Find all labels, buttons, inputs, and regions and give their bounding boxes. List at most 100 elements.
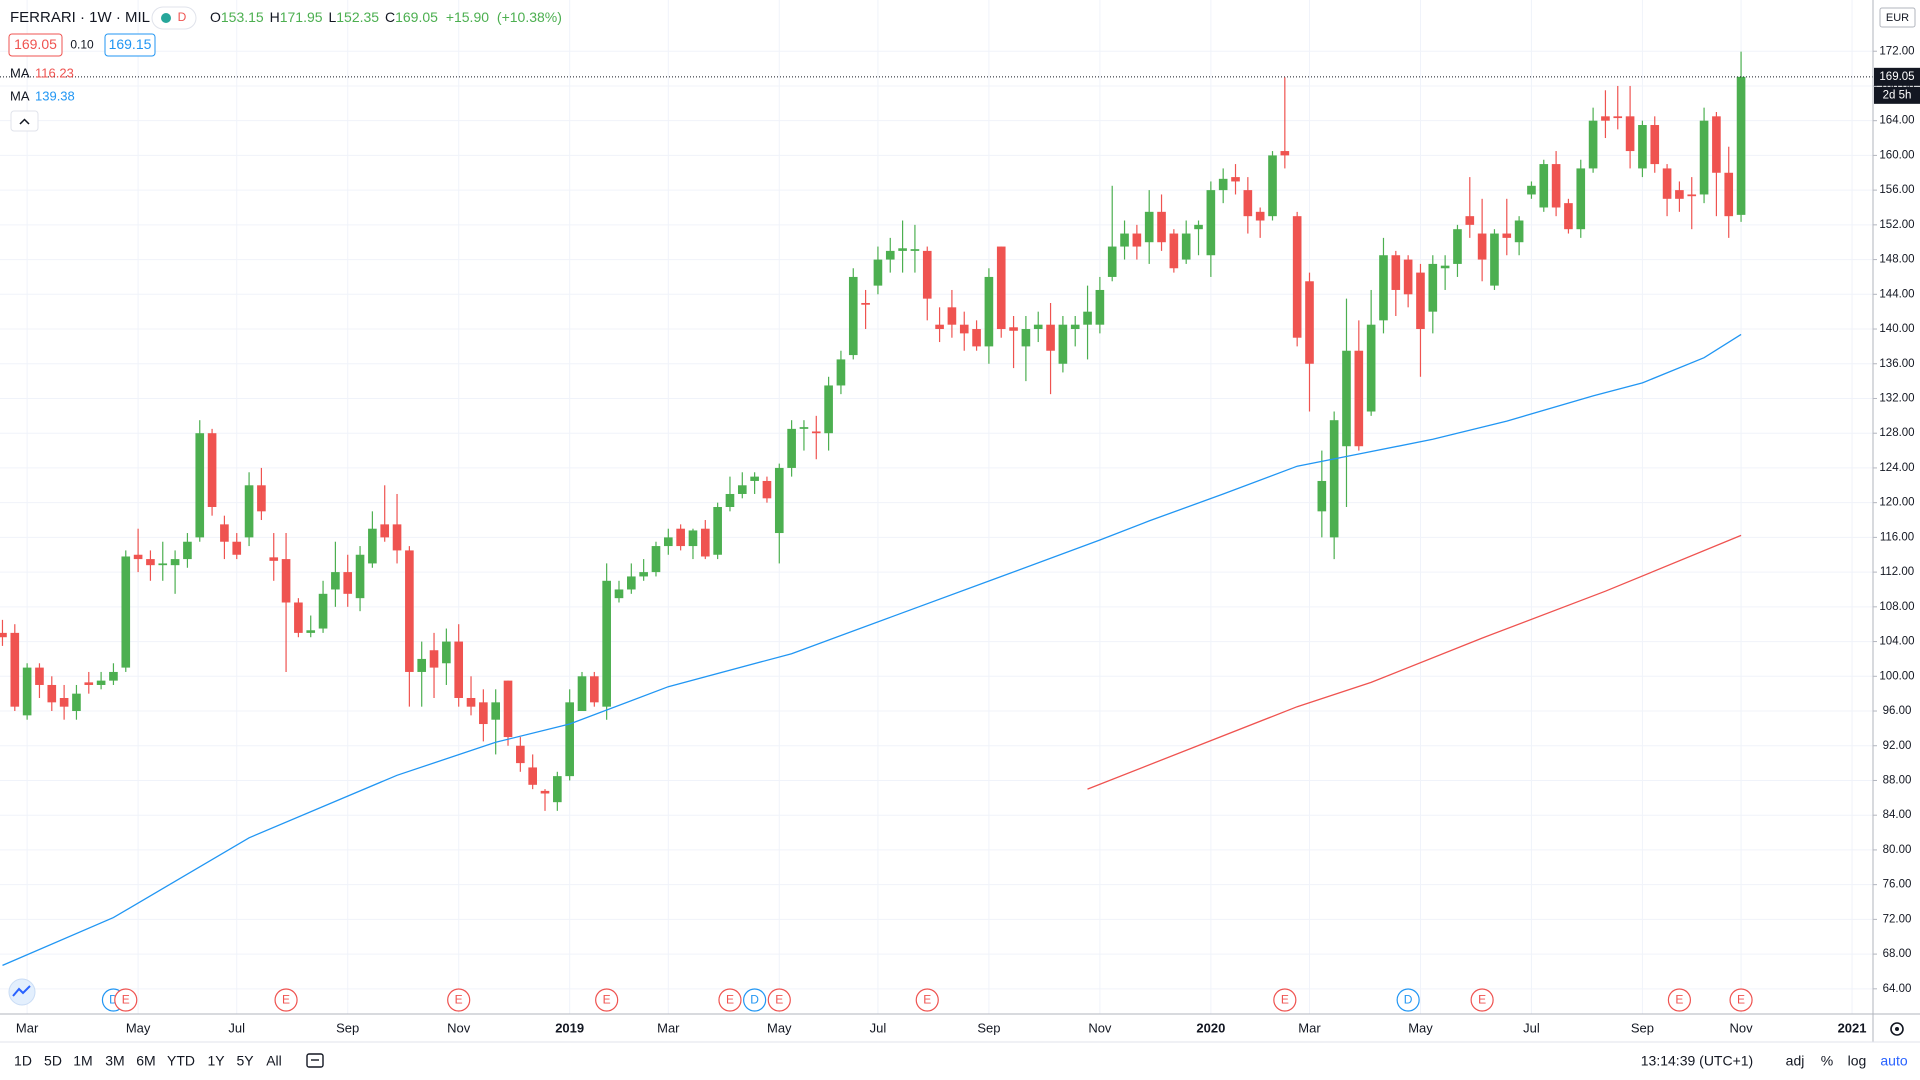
candle-body bbox=[762, 480, 772, 499]
range-button[interactable]: All bbox=[266, 1053, 282, 1069]
event-marker[interactable] bbox=[1273, 988, 1297, 1012]
candle-body bbox=[59, 697, 69, 707]
event-marker[interactable] bbox=[1667, 988, 1692, 1012]
event-label: E bbox=[282, 993, 290, 1007]
symbol-title[interactable]: FERRARI · 1W · MIL bbox=[10, 9, 150, 26]
candle-body bbox=[479, 702, 488, 725]
scale-option[interactable]: % bbox=[1821, 1053, 1833, 1069]
clock: 13:14:39 (UTC+1) bbox=[1641, 1053, 1753, 1069]
candle-body bbox=[787, 428, 796, 468]
candle-body bbox=[1243, 190, 1253, 217]
candle-body bbox=[1724, 172, 1734, 217]
y-tick-label: 156.00 bbox=[1879, 184, 1914, 196]
event-marker[interactable] bbox=[915, 988, 939, 1012]
collapse-button[interactable] bbox=[10, 110, 39, 132]
x-tick-label: May bbox=[126, 1020, 151, 1035]
event-marker[interactable] bbox=[447, 988, 471, 1012]
event-marker[interactable] bbox=[743, 988, 767, 1012]
candle-body bbox=[1440, 265, 1450, 269]
y-tick-label: 140.00 bbox=[1879, 323, 1914, 335]
candle-body bbox=[405, 550, 414, 672]
chevron-icon bbox=[19, 118, 30, 125]
scale-option[interactable]: auto bbox=[1880, 1053, 1907, 1069]
last-price-label: 169.05 bbox=[1879, 71, 1914, 83]
candle-body bbox=[885, 250, 895, 260]
candle-body bbox=[0, 632, 7, 638]
y-tick-label: 64.00 bbox=[1883, 983, 1912, 995]
y-tick-label: 132.00 bbox=[1879, 393, 1914, 405]
candle-body bbox=[294, 602, 303, 633]
candle-body bbox=[355, 554, 365, 599]
x-tick-label: Nov bbox=[1088, 1020, 1112, 1035]
event-marker[interactable] bbox=[1396, 988, 1420, 1012]
settings-icon[interactable] bbox=[1890, 1022, 1904, 1036]
range-button[interactable]: YTD bbox=[167, 1053, 195, 1069]
ohlc-label: C bbox=[385, 9, 395, 25]
y-tick-label: 128.00 bbox=[1879, 427, 1914, 439]
candle-body bbox=[72, 693, 81, 712]
candle-body bbox=[1009, 327, 1018, 331]
currency-box[interactable] bbox=[1879, 7, 1916, 28]
y-tick-label: 120.00 bbox=[1879, 497, 1914, 509]
range-button[interactable]: 6M bbox=[136, 1053, 155, 1069]
candle-body bbox=[10, 632, 20, 707]
event-marker[interactable] bbox=[718, 988, 742, 1012]
range-button[interactable]: 1Y bbox=[207, 1053, 225, 1069]
y-tick-label: 172.00 bbox=[1879, 45, 1914, 57]
y-tick-label: 112.00 bbox=[1880, 566, 1914, 578]
scale-option[interactable]: adj bbox=[1786, 1053, 1805, 1069]
candle-body bbox=[503, 680, 513, 738]
date-range-icon[interactable] bbox=[306, 1053, 324, 1068]
event-marker[interactable] bbox=[1470, 988, 1494, 1012]
candle-body bbox=[318, 593, 328, 629]
change-pct: (+10.38%) bbox=[497, 9, 562, 25]
candle-body bbox=[737, 485, 747, 494]
range-button[interactable]: 1D bbox=[14, 1053, 32, 1069]
event-marker[interactable] bbox=[114, 988, 138, 1012]
ma-legend-value: 139.38 bbox=[35, 88, 75, 103]
candle-body bbox=[1305, 281, 1314, 364]
candle-body bbox=[442, 641, 451, 664]
candle-body bbox=[244, 485, 254, 538]
x-tick-label: 2020 bbox=[1196, 1020, 1225, 1035]
candle-body bbox=[1403, 259, 1413, 295]
candle-body bbox=[528, 767, 537, 785]
event-marker[interactable] bbox=[1729, 988, 1753, 1012]
candle-body bbox=[540, 790, 550, 794]
ask-box[interactable] bbox=[104, 33, 156, 57]
ohlc-label: L bbox=[328, 9, 336, 25]
y-tick-label: 148.00 bbox=[1879, 254, 1914, 266]
candle-body bbox=[195, 433, 205, 538]
candle-body bbox=[1021, 329, 1031, 347]
event-marker[interactable] bbox=[767, 988, 791, 1012]
candle-body bbox=[910, 249, 920, 251]
bid-box[interactable] bbox=[8, 33, 63, 57]
candle-body bbox=[1527, 185, 1536, 195]
candle-body bbox=[848, 276, 858, 356]
candle-body bbox=[257, 485, 266, 512]
event-label: E bbox=[923, 993, 931, 1007]
range-button[interactable]: 1M bbox=[73, 1053, 92, 1069]
candle-body bbox=[602, 580, 611, 707]
candle-body bbox=[1132, 233, 1142, 247]
event-marker[interactable] bbox=[274, 988, 298, 1012]
candle-body bbox=[1662, 168, 1672, 199]
candle-body bbox=[306, 630, 316, 633]
candle-body bbox=[158, 563, 168, 566]
event-label: E bbox=[1478, 993, 1486, 1007]
candle-body bbox=[1613, 116, 1623, 119]
scale-option[interactable]: log bbox=[1848, 1053, 1867, 1069]
range-button[interactable]: 5D bbox=[44, 1053, 62, 1069]
candle-body bbox=[1564, 203, 1573, 230]
candle-body bbox=[454, 641, 464, 698]
event-label: E bbox=[603, 993, 611, 1007]
event-marker[interactable] bbox=[595, 988, 619, 1012]
ohlc-label: O bbox=[210, 9, 221, 25]
range-button[interactable]: 5Y bbox=[236, 1053, 254, 1069]
status-pill[interactable] bbox=[151, 6, 197, 30]
y-tick-label: 76.00 bbox=[1883, 879, 1912, 891]
settings-icon-dot bbox=[1895, 1027, 1899, 1031]
spread: 0.10 bbox=[70, 38, 94, 52]
range-button[interactable]: 3M bbox=[105, 1053, 124, 1069]
